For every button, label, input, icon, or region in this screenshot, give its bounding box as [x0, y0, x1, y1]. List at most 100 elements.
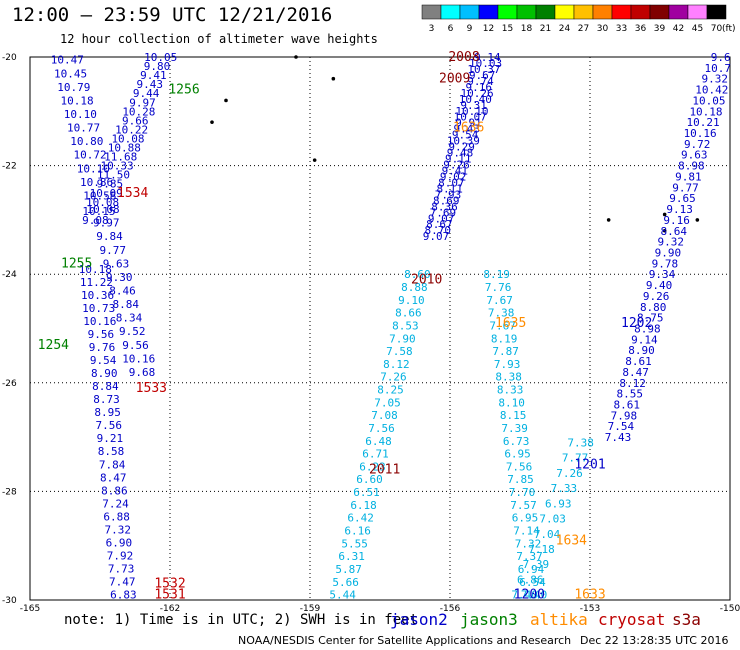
wave-height-tracks: 10.059.809.419.439.449.9710.289.6610.221… — [51, 51, 731, 602]
wave-height-value: 10.42 — [695, 84, 728, 97]
wave-height-value: 9.13 — [666, 203, 693, 216]
footer-note: note: 1) Time is in UTC; 2) SWH is in fe… — [64, 612, 419, 628]
wave-height-value: 10.18 — [61, 94, 94, 107]
map-grid: -165 -162 -159 -156 -153 -150 -20 -22 -24 -26 -28 -… — [2, 53, 740, 614]
wave-height-value: 9.43 — [137, 78, 164, 91]
wave-height-value: 10.08 — [86, 196, 119, 209]
wave-height-value: 8.11 — [436, 182, 463, 195]
wave-height-value: 10.80 — [70, 135, 103, 148]
wave-height-value: 10.39 — [447, 135, 480, 148]
wave-height-value: 9.63 — [103, 257, 130, 270]
wave-height-value: 6.93 — [545, 497, 572, 510]
wave-height-value: 8.61 — [614, 399, 641, 412]
wave-height-value: 9.40 — [646, 279, 673, 292]
wave-height-value: 7.32 — [515, 537, 542, 550]
wave-height-value: 9.14 — [474, 51, 501, 64]
island-dot — [312, 158, 317, 162]
legend-label: 36 — [635, 24, 647, 34]
wave-height-value: 9.63 — [681, 149, 708, 162]
wave-height-value: 8.67 — [426, 218, 453, 231]
wave-height-value: 6.42 — [347, 512, 374, 525]
legend-swatch — [516, 4, 537, 20]
wave-height-value: 9.97 — [129, 96, 156, 109]
legend-swatch — [630, 4, 651, 20]
wave-height-value: 8.55 — [616, 388, 643, 401]
track-time-label: 1531 — [154, 588, 185, 603]
wave-height-value: 6.60 — [356, 473, 383, 486]
legend-label: 9 — [467, 24, 473, 34]
wave-height-value: 6.83 — [110, 589, 137, 602]
track-time-label: 1636 — [453, 121, 484, 136]
wave-height-value: 5.66 — [332, 576, 359, 589]
wave-height-value: 10.10 — [455, 105, 488, 118]
island-dot — [294, 55, 298, 59]
wave-height-value: 5.87 — [335, 563, 362, 576]
wave-height-value: 10.77 — [67, 122, 100, 135]
wave-height-value: 7.39 — [523, 558, 550, 571]
wave-height-value: 8.58 — [98, 445, 125, 458]
wave-height-value: 8.12 — [383, 358, 410, 371]
island-dot — [662, 228, 667, 233]
wave-height-value: 9.07 — [423, 230, 450, 243]
legend-label: 33 — [616, 24, 627, 34]
wave-height-value: 5.55 — [341, 537, 368, 550]
wave-height-value: 7.67 — [486, 294, 513, 307]
wave-height-value: 10.09 — [90, 187, 123, 200]
wave-height-value: 8.07 — [438, 176, 465, 189]
wave-height-value: 8.46 — [109, 284, 136, 297]
wave-height-value: 10.26 — [461, 87, 494, 100]
wave-height-value: 9.77 — [100, 244, 127, 257]
wave-height-value: 10.08 — [111, 132, 144, 145]
wave-height-value: 7.93 — [494, 358, 521, 371]
wave-height-value: 8.70 — [424, 224, 451, 237]
wave-height-value: 9.78 — [652, 257, 679, 270]
wave-height-value: 9.91 — [455, 117, 482, 130]
wave-height-value: 9.08 — [82, 214, 109, 227]
wave-height-value: 9.14 — [631, 333, 658, 346]
island-dot — [606, 218, 611, 222]
wave-height-value: 10.03 — [469, 57, 502, 70]
wave-height-value: 8.66 — [395, 307, 422, 320]
wave-height-value: 9.21 — [97, 432, 124, 445]
timestamp-text: Dec 22 13:28:35 UTC 2016 — [580, 634, 729, 647]
wave-height-value: 9.41 — [140, 69, 167, 82]
x-tick-label: -156 — [440, 604, 461, 614]
legend-swatch — [687, 4, 708, 20]
wave-height-value: 7.47 — [109, 576, 136, 589]
track-time-label: 1534 — [117, 186, 148, 201]
island-dot — [662, 212, 667, 217]
wave-height-value: 10.47 — [51, 54, 84, 67]
legend-unit: (ft) — [722, 24, 736, 34]
wave-height-value: 7.39 — [501, 422, 528, 435]
wave-height-value: 6.73 — [503, 435, 530, 448]
wave-height-value: 10.18 — [79, 263, 112, 276]
track-time-label: 1532 — [154, 577, 185, 592]
track-time-label: 1634 — [556, 533, 587, 548]
wave-height-value: 8.64 — [660, 225, 687, 238]
wave-height-value: 10.07 — [454, 111, 487, 124]
wave-height-value: 9.56 — [88, 328, 115, 341]
chart-subtitle: 12 hour collection of altimeter wave hei… — [60, 32, 378, 46]
wave-height-value: 10.72 — [73, 149, 106, 162]
wave-height-value: 8.19 — [491, 332, 518, 345]
wave-height-value: 7.18 — [528, 543, 555, 556]
wave-height-value: 9.81 — [675, 170, 702, 183]
wave-height-value: 7.67 — [489, 319, 516, 332]
wave-height-value: 11.68 — [104, 151, 137, 164]
wave-height-value: 10.7 — [704, 62, 731, 75]
wave-height-value: 9.84 — [96, 230, 123, 243]
legend-swatch — [668, 4, 689, 20]
wave-height-value: 8.90 — [91, 367, 118, 380]
track-time-label: 2009 — [439, 72, 470, 87]
wave-height-value: 8.10 — [498, 396, 525, 409]
sat-jason3-label: jason3 — [460, 610, 518, 629]
wave-height-value: 9.02 — [440, 170, 467, 183]
wave-height-value: 9.77 — [672, 181, 699, 194]
track-time-label: 1633 — [574, 588, 605, 603]
track-time-label: 1200 — [514, 588, 545, 603]
wave-height-value: 10.45 — [54, 67, 87, 80]
wave-height-value: 8.53 — [392, 319, 419, 332]
wave-height-value: 10.33 — [101, 160, 134, 173]
wave-height-value: 7.77 — [562, 452, 589, 465]
